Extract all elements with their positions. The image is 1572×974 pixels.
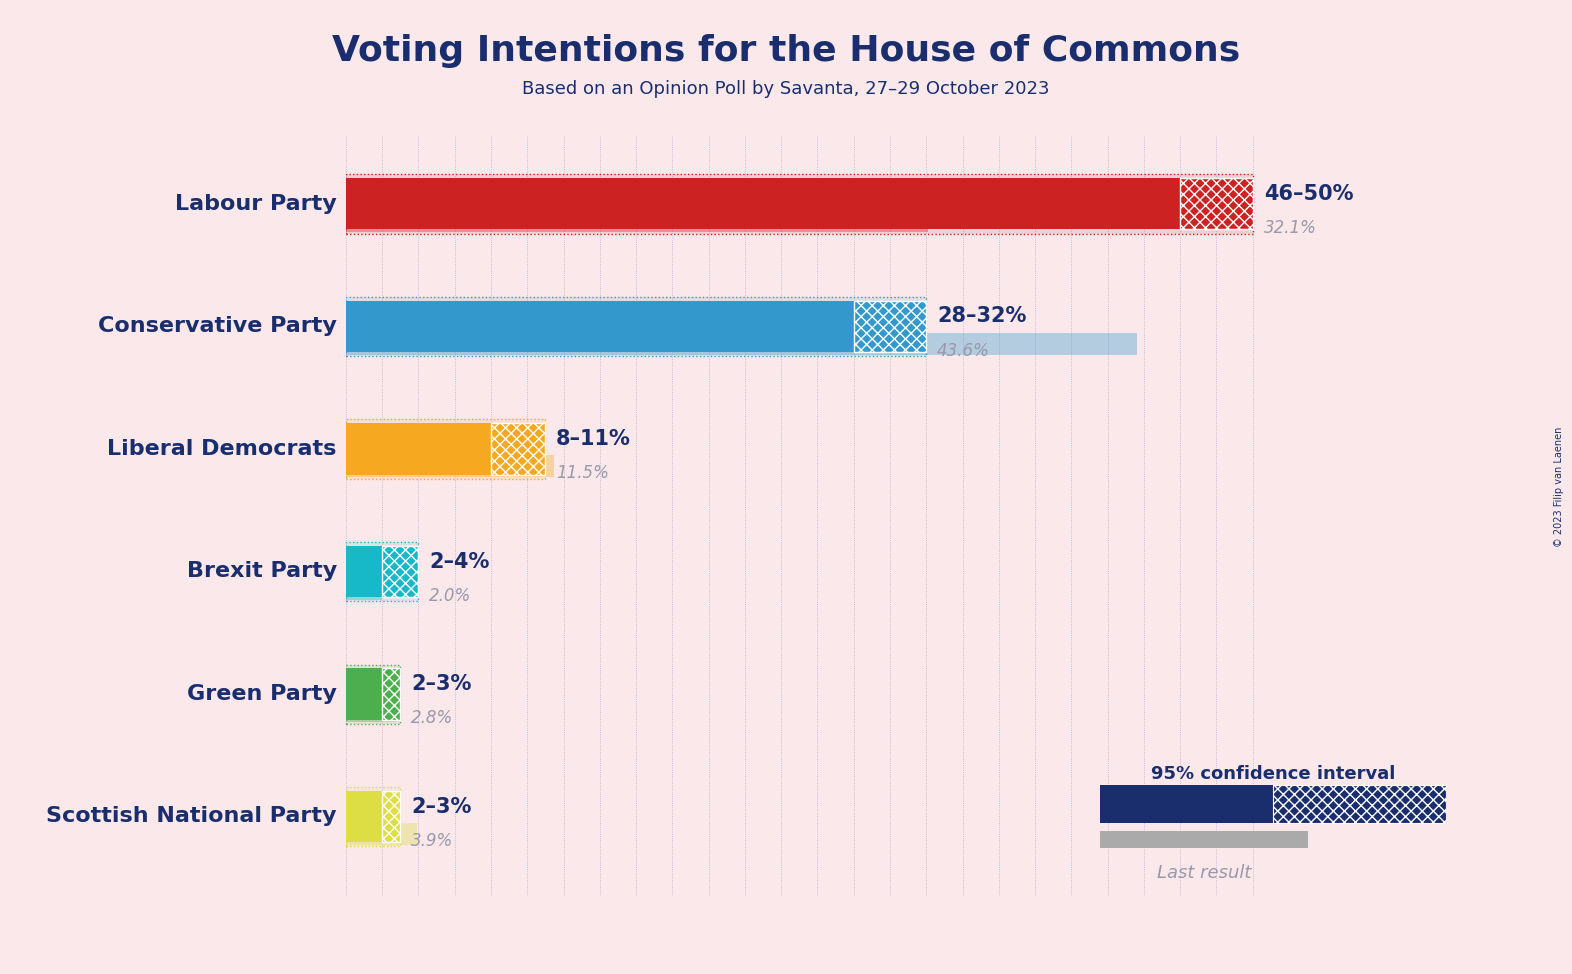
Bar — [346, 664, 401, 724]
Bar — [382, 545, 418, 597]
Bar — [346, 332, 1137, 355]
Bar — [382, 791, 401, 843]
Bar — [346, 301, 854, 352]
Text: Brexit Party: Brexit Party — [187, 561, 336, 581]
Bar — [346, 787, 401, 846]
Text: Voting Intentions for the House of Commons: Voting Intentions for the House of Commo… — [332, 34, 1240, 68]
Bar — [346, 542, 418, 601]
Text: Scottish National Party: Scottish National Party — [46, 806, 336, 826]
Bar — [346, 823, 417, 844]
Bar — [346, 178, 1181, 230]
Text: Based on an Opinion Poll by Savanta, 27–29 October 2023: Based on an Opinion Poll by Savanta, 27–… — [522, 80, 1050, 97]
Bar — [346, 542, 418, 601]
Bar — [346, 420, 545, 478]
Text: 3.9%: 3.9% — [412, 832, 453, 850]
Bar — [346, 700, 396, 722]
Bar — [382, 668, 401, 720]
Bar — [346, 174, 1253, 234]
Bar — [346, 668, 382, 720]
Bar — [346, 297, 926, 356]
Bar — [346, 210, 927, 232]
Text: Conservative Party: Conservative Party — [97, 317, 336, 336]
Bar — [1273, 785, 1446, 823]
Text: 11.5%: 11.5% — [556, 465, 608, 482]
Bar — [490, 423, 545, 474]
Text: 2–3%: 2–3% — [412, 797, 472, 816]
Text: Labour Party: Labour Party — [174, 194, 336, 213]
Bar — [346, 297, 926, 356]
Text: 32.1%: 32.1% — [1264, 219, 1316, 238]
Bar — [346, 545, 382, 597]
Bar — [854, 301, 926, 352]
Text: 2.0%: 2.0% — [429, 587, 472, 605]
Bar — [1181, 178, 1253, 230]
Text: Green Party: Green Party — [187, 684, 336, 704]
Text: 95% confidence interval
with median: 95% confidence interval with median — [1151, 765, 1396, 804]
Text: 2.8%: 2.8% — [412, 709, 453, 728]
Bar — [346, 420, 545, 478]
Bar — [346, 455, 555, 477]
Text: 28–32%: 28–32% — [937, 307, 1027, 326]
Text: © 2023 Filip van Laenen: © 2023 Filip van Laenen — [1555, 427, 1564, 547]
Text: 8–11%: 8–11% — [556, 429, 630, 449]
Text: Liberal Democrats: Liberal Democrats — [107, 439, 336, 459]
Bar — [346, 578, 382, 600]
Bar — [1100, 831, 1308, 848]
Text: Last result: Last result — [1157, 864, 1251, 881]
Bar — [346, 787, 401, 846]
Bar — [346, 664, 401, 724]
Bar — [346, 174, 1253, 234]
Text: 46–50%: 46–50% — [1264, 184, 1353, 204]
Text: 43.6%: 43.6% — [937, 342, 990, 359]
Bar — [346, 423, 490, 474]
Text: 2–3%: 2–3% — [412, 674, 472, 694]
Bar — [1100, 785, 1273, 823]
Bar — [346, 791, 382, 843]
Text: 2–4%: 2–4% — [429, 551, 489, 572]
